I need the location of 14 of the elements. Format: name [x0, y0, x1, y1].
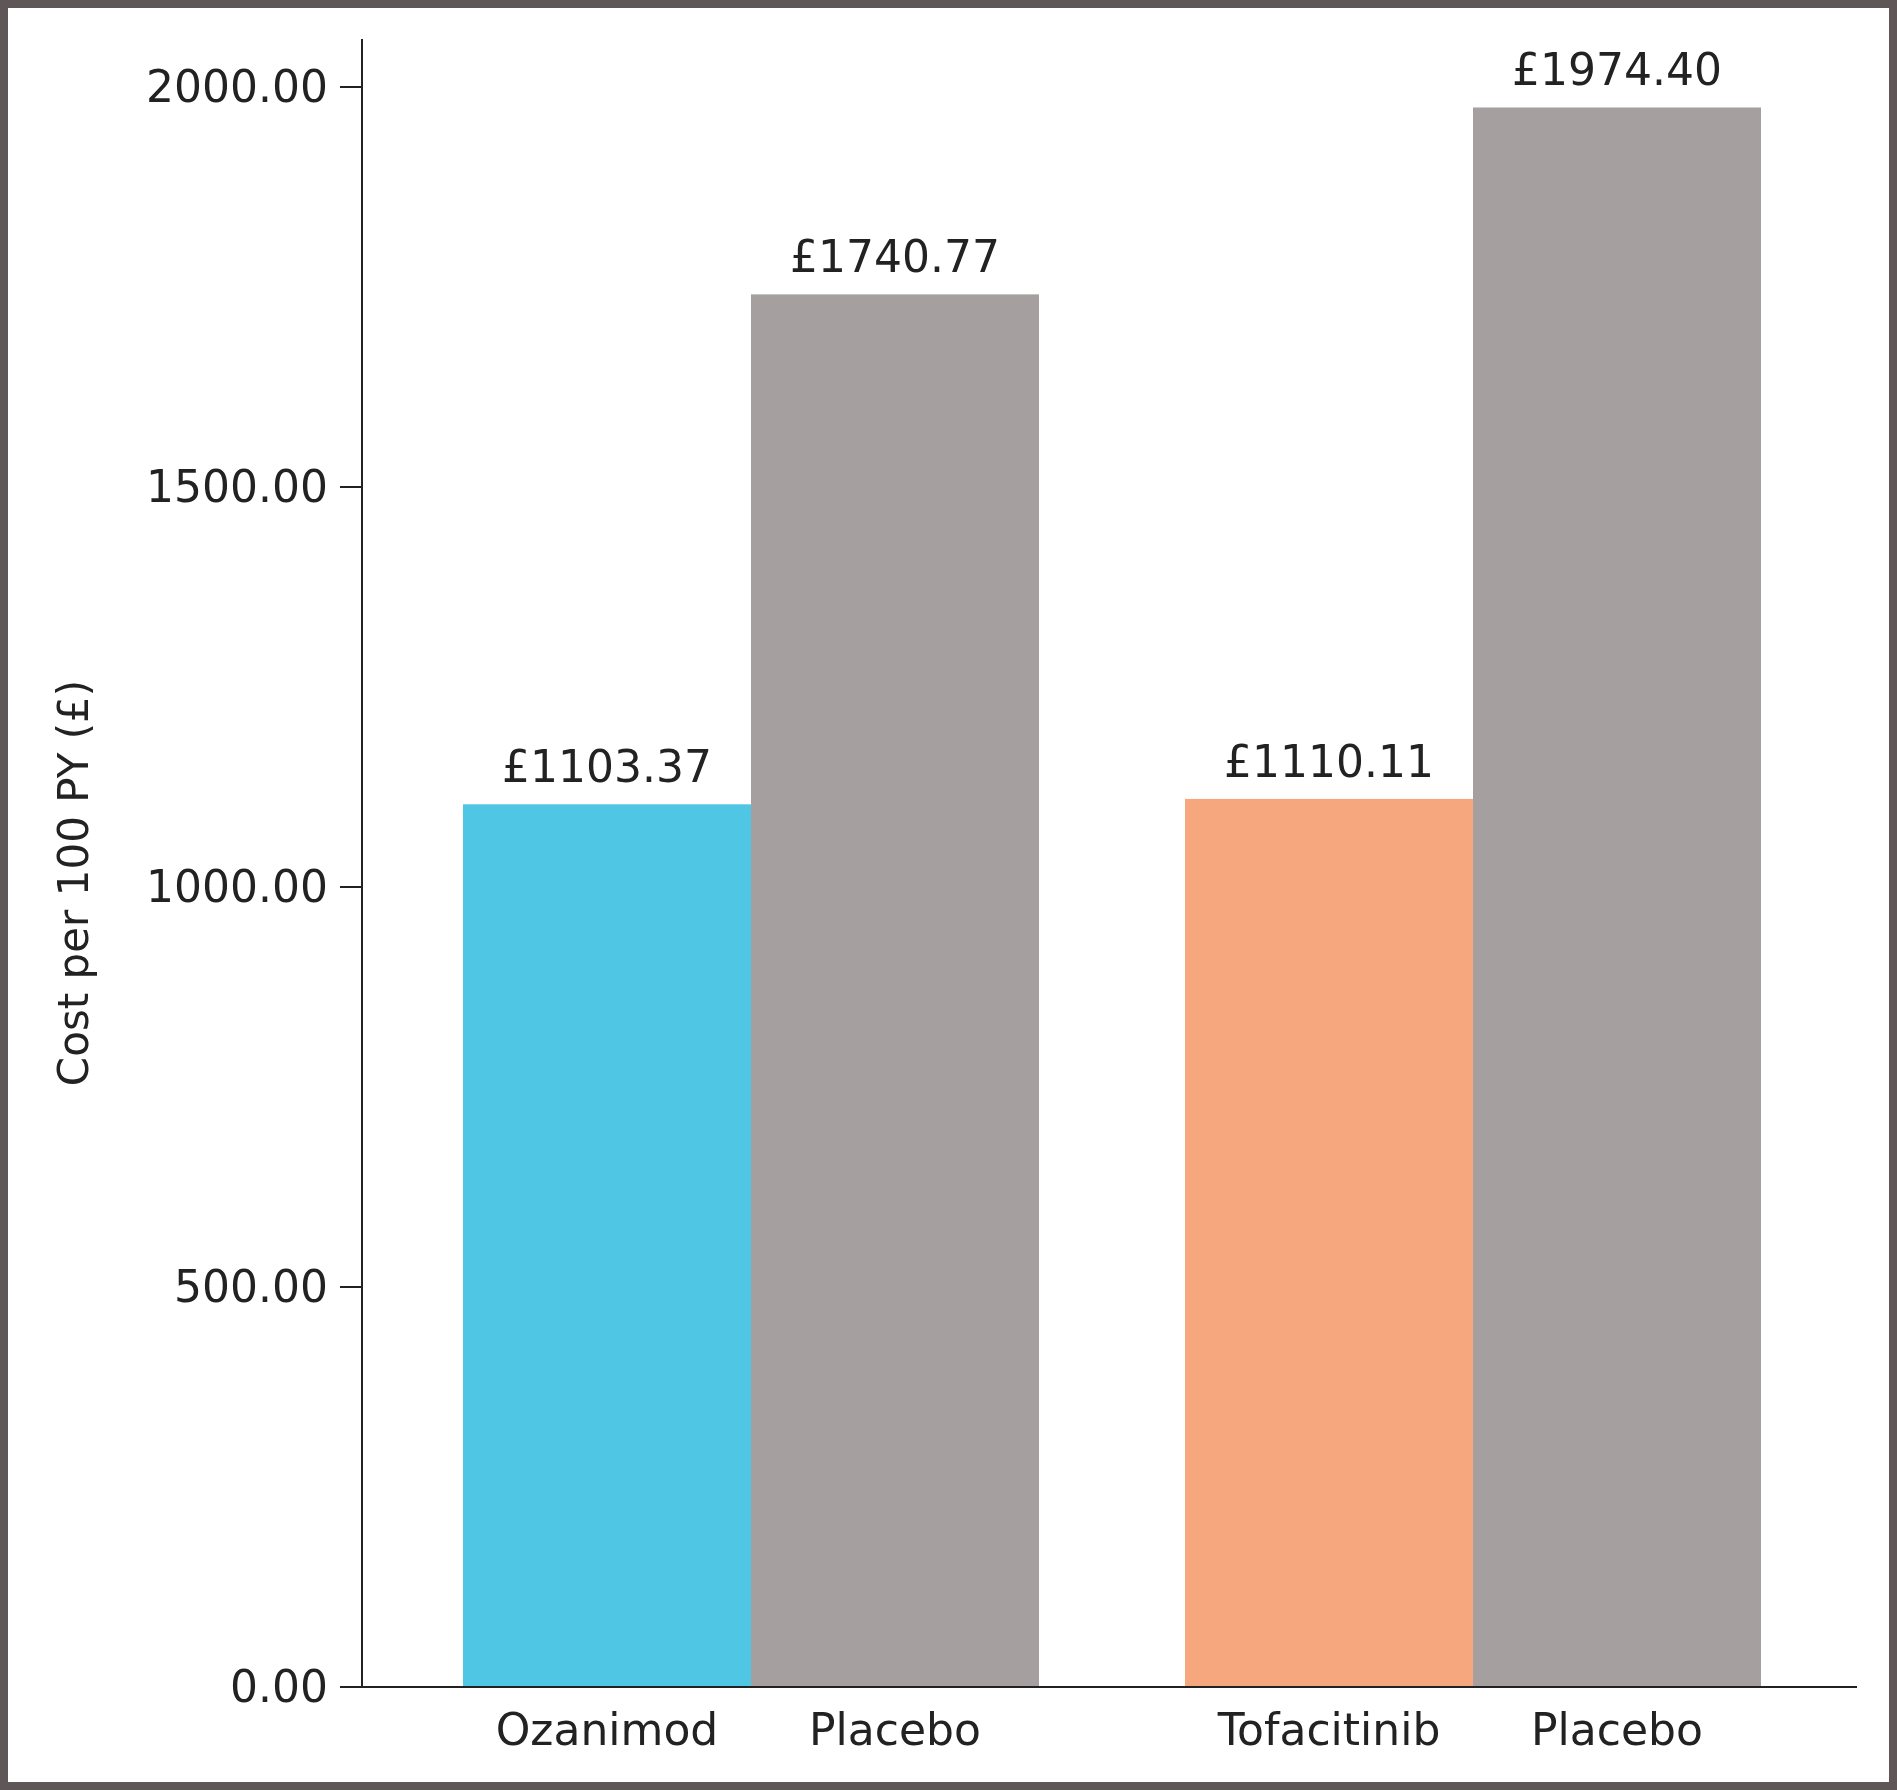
- data-label: £1110.11: [1224, 735, 1434, 787]
- y-axis-title: Cost per 100 PY (£): [49, 679, 98, 1087]
- y-tick-label: 1000.00: [146, 861, 328, 913]
- y-tick-label: 0.00: [230, 1661, 328, 1713]
- x-tick-label: Placebo: [1531, 1704, 1703, 1755]
- x-tick-label: Placebo: [809, 1704, 981, 1755]
- x-tick-label: Ozanimod: [495, 1704, 719, 1755]
- data-label: £1974.40: [1512, 44, 1722, 96]
- y-tick-label: 2000.00: [146, 61, 328, 113]
- y-tick-label: 1500.00: [146, 461, 328, 513]
- data-label: £1740.77: [790, 231, 1000, 283]
- x-tick-label: Tofacitinib: [1216, 1704, 1441, 1755]
- data-label: £1103.37: [502, 741, 712, 793]
- y-tick-label: 500.00: [174, 1261, 328, 1313]
